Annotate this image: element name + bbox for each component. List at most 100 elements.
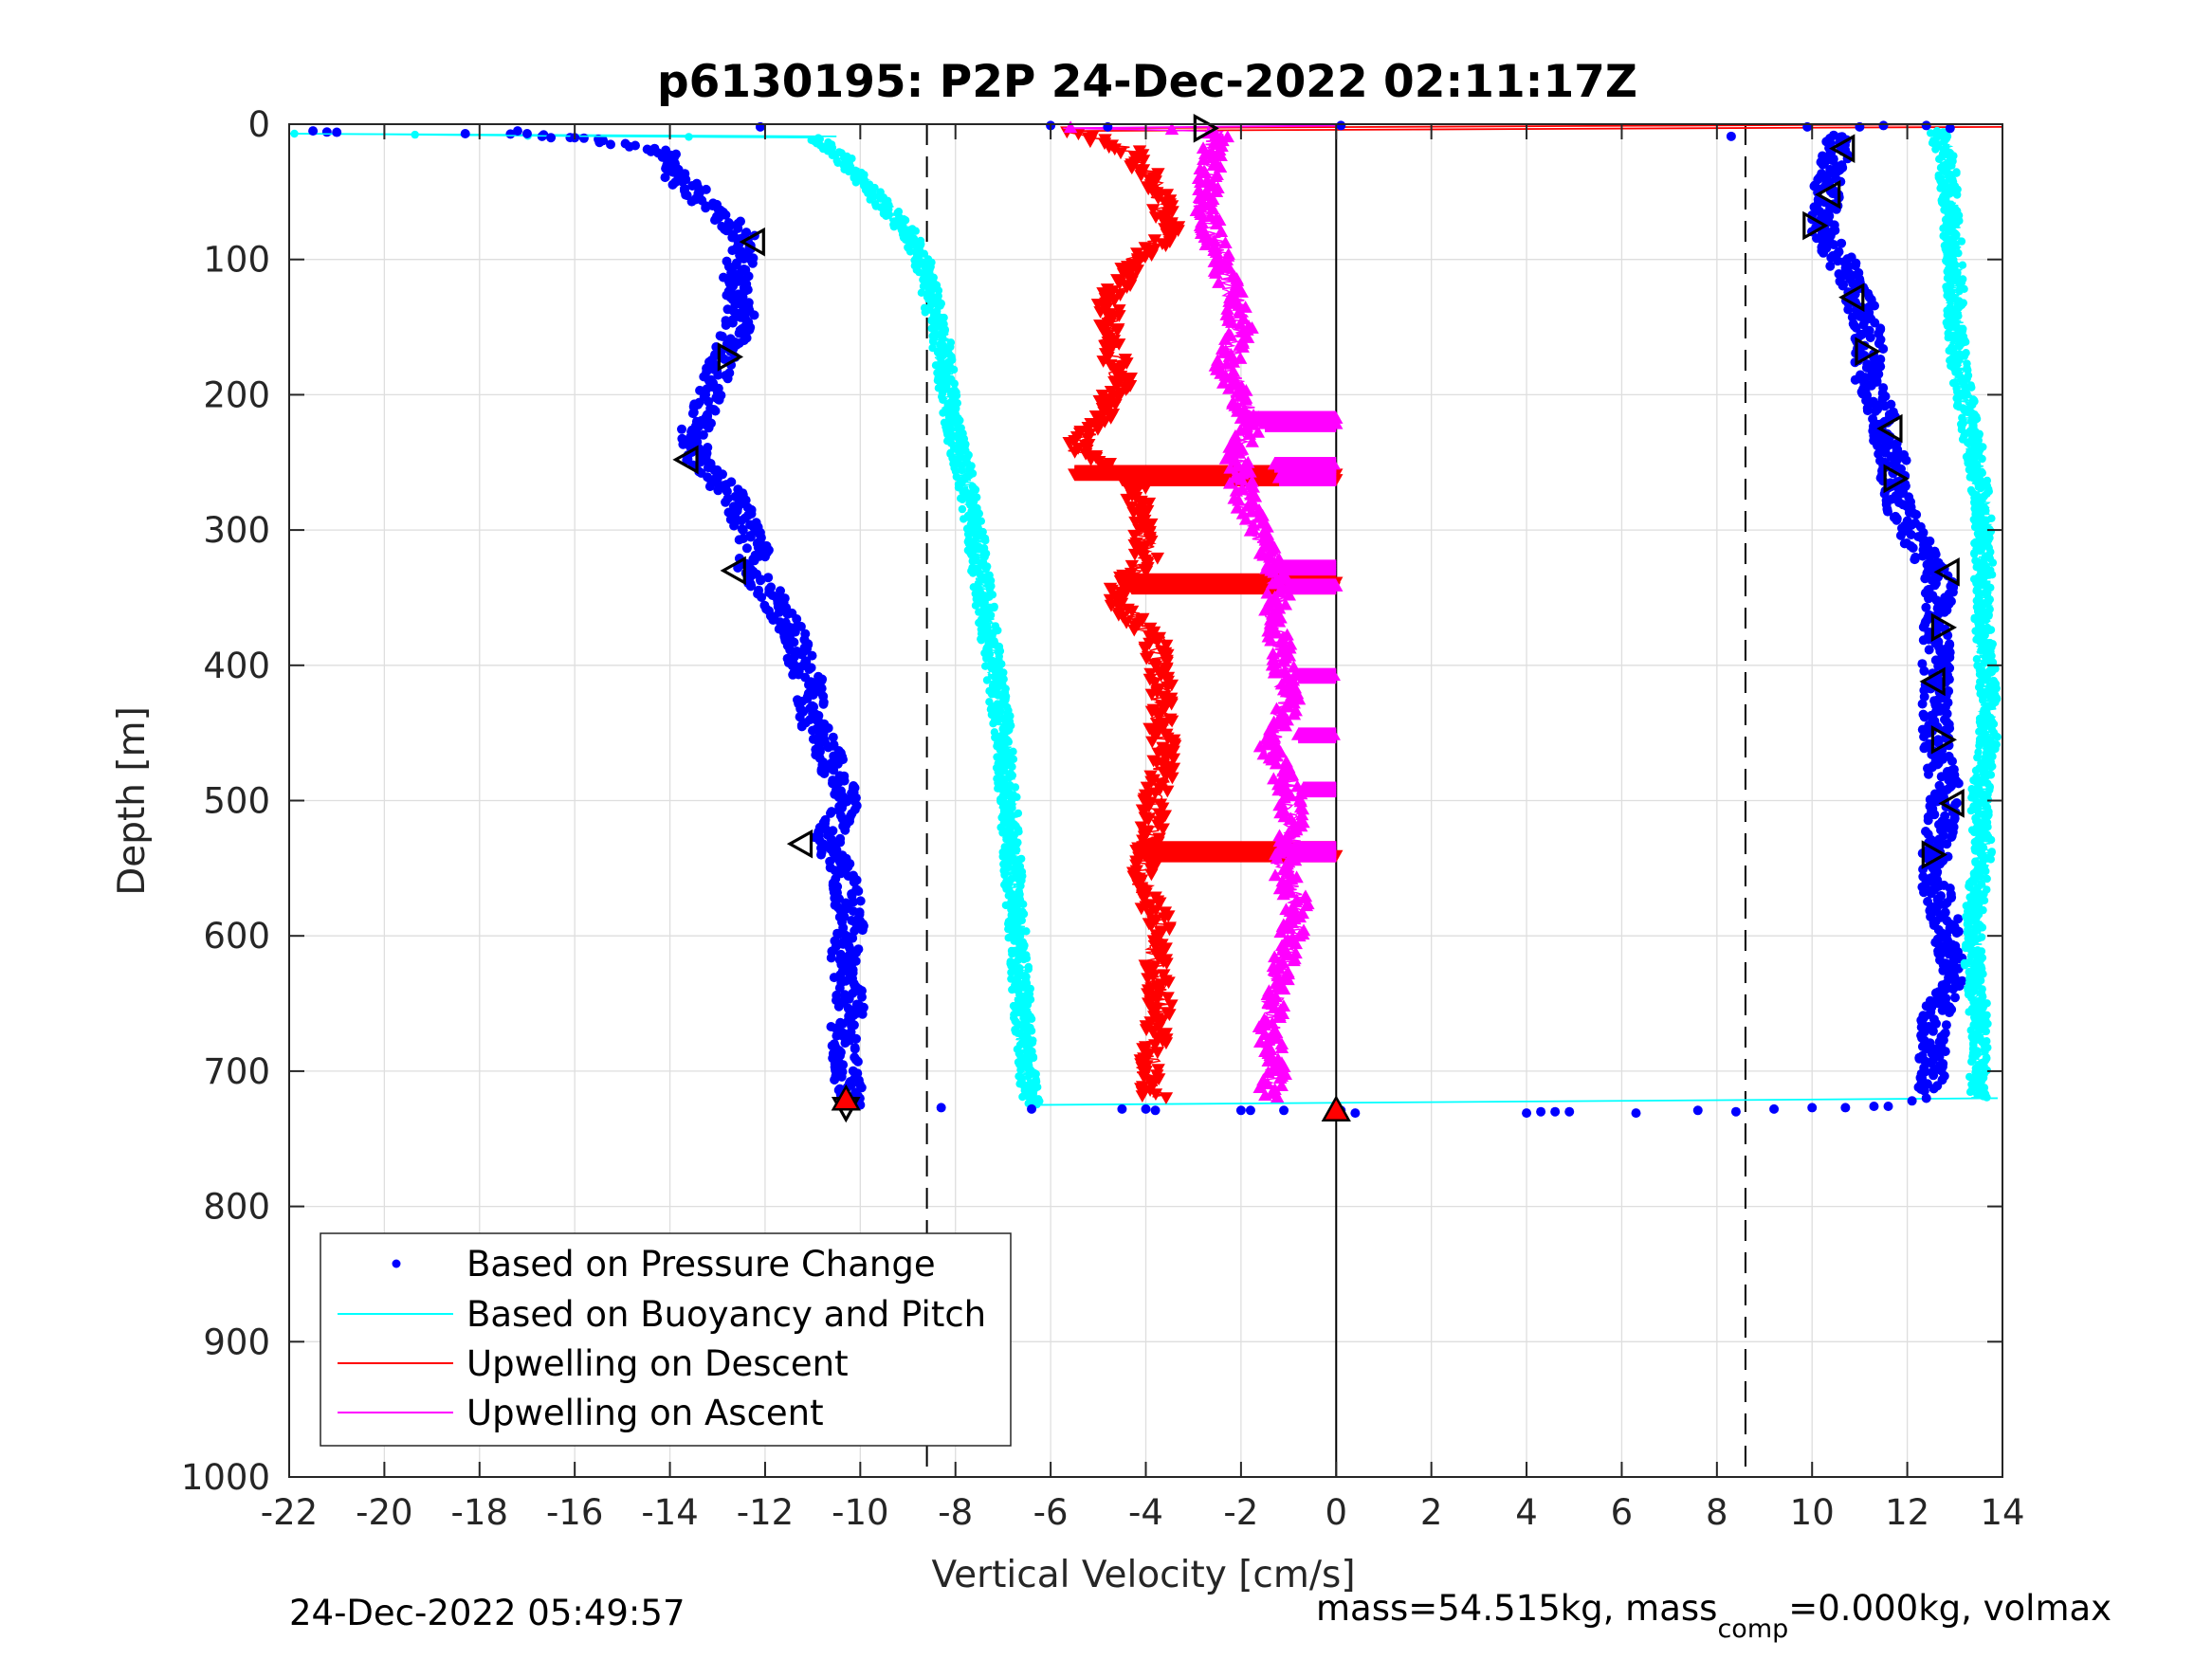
series-point-2-870 (1025, 1071, 1033, 1080)
series-point-1-494 (1919, 732, 1929, 742)
series-point-2-590 (994, 768, 1003, 776)
series-point-2-76 (882, 211, 890, 220)
series-point-0-631 (855, 896, 866, 906)
series-point-1-89 (1837, 238, 1847, 248)
series-point-0-16 (646, 146, 656, 156)
extra-pressure-point-25 (1279, 1105, 1289, 1116)
series-point-1-701 (1947, 984, 1958, 994)
series-point-1-478 (1919, 712, 1929, 722)
series-point-2-402 (981, 564, 991, 574)
series-point-1-226 (1862, 406, 1873, 416)
extra-pressure-point-1 (332, 127, 342, 137)
series-point-1-388 (1921, 602, 1931, 612)
extra-pressure-point-19 (1027, 1103, 1037, 1114)
x-tick-label-10: -2 (1223, 1492, 1258, 1533)
x-tick-label-2: -18 (451, 1492, 508, 1533)
extra-pressure-point-30 (1550, 1106, 1561, 1117)
series-point-3-832 (1982, 1027, 1990, 1036)
series-point-1-312 (1911, 509, 1922, 520)
legend-label-upwelling-descent: Upwelling on Descent (466, 1343, 849, 1384)
x-axis-label: Vertical Velocity [cm/s] (931, 1554, 1355, 1596)
series-point-0-108 (747, 258, 758, 268)
connecting-segment-1 (1032, 1097, 1998, 1106)
extra-pressure-point-24 (1245, 1105, 1255, 1116)
series-point-0-763 (852, 1056, 863, 1066)
series-point-0-220 (714, 394, 724, 405)
series-point-0-37 (660, 173, 670, 183)
footer-mass-sub: comp (1717, 1614, 1788, 1644)
series-point-1-143 (1843, 304, 1854, 315)
series-point-1-434 (1917, 659, 1928, 669)
series-point-0-524 (829, 765, 839, 775)
x-tick-label-1: -20 (356, 1492, 412, 1533)
series-point-0-396 (782, 609, 793, 619)
footer-mass-a: mass=54.515kg, mass (1316, 1588, 1717, 1629)
series-point-0-168 (717, 331, 727, 341)
series-point-1-721 (1945, 1008, 1954, 1018)
series-point-2-61 (866, 195, 874, 204)
series-point-2-545 (989, 720, 997, 728)
extra-pressure-point-31 (1564, 1106, 1575, 1117)
x-tick-label-18: 14 (1980, 1492, 2024, 1533)
extra-pressure-point-3 (512, 126, 522, 137)
x-tick-label-9: -4 (1128, 1492, 1163, 1533)
series-point-2-395 (968, 556, 977, 566)
series-point-3-771 (1961, 961, 1969, 970)
extra-pressure-point-5 (546, 133, 557, 143)
series-point-2-525 (985, 698, 994, 706)
series-point-1-623 (1926, 888, 1936, 899)
series-point-0-323 (729, 520, 740, 531)
series-point-2-109 (905, 247, 915, 256)
x-tick-label-7: -8 (938, 1492, 973, 1533)
series-point-2-468 (977, 636, 986, 645)
reference-lines (925, 124, 1746, 1477)
series-point-0-710 (857, 992, 867, 1002)
series-point-1-328 (1906, 530, 1916, 539)
series-point-1-267 (1901, 455, 1911, 465)
x-tick-label-16: 10 (1790, 1492, 1835, 1533)
series-point-2-192 (928, 337, 938, 346)
series-point-1-730 (1931, 1018, 1941, 1029)
series-point-0-703 (834, 983, 845, 994)
y-tick-label-0: 0 (247, 104, 270, 145)
x-tick-label-11: 0 (1325, 1492, 1348, 1533)
series-point-2-505 (982, 676, 992, 684)
series-point-2-231 (950, 379, 959, 388)
series-point-3-26 (1935, 155, 1944, 163)
series-point-0-748 (840, 1038, 850, 1048)
series-point-1-655 (1951, 928, 1962, 939)
series-point-1-124 (1837, 281, 1848, 291)
series-point-0-655 (857, 925, 868, 936)
series-point-1-108 (1825, 261, 1836, 271)
series-point-3-17 (1931, 145, 1940, 154)
series-point-1-440 (1919, 665, 1929, 676)
series-point-0-446 (788, 669, 798, 680)
series-point-1-381 (1924, 593, 1933, 604)
extra-pressure-point-36 (1807, 1103, 1818, 1113)
extra-pressure-point-32 (1631, 1108, 1641, 1119)
series-point-0-718 (833, 1001, 844, 1012)
series-point-0-295 (722, 486, 732, 497)
series-point-2-406 (968, 569, 978, 577)
series-point-0-694 (829, 973, 839, 983)
series-point-0-505 (823, 742, 833, 753)
series-point-1-223 (1879, 401, 1890, 411)
series-point-3-330 (1977, 483, 1985, 493)
series-point-0-778 (830, 1075, 840, 1085)
extra-pressure-point-39 (1883, 1102, 1893, 1112)
series-point-2-45 (851, 178, 860, 187)
extra-pressure-point-15 (1921, 120, 1931, 131)
series-point-0-72 (710, 215, 720, 226)
series-point-0-57 (686, 196, 697, 207)
series-point-2-0 (290, 129, 299, 138)
series-point-1-533 (1953, 778, 1964, 789)
series-point-2-518 (987, 690, 996, 699)
series-point-0-150 (749, 310, 759, 320)
series-point-1-349 (1910, 555, 1920, 565)
extra-pressure-point-37 (1840, 1103, 1851, 1113)
series-point-1-346 (1917, 551, 1928, 561)
series-point-1-107 (1850, 261, 1860, 271)
series-point-0-291 (704, 482, 715, 492)
series-point-0-368 (756, 575, 765, 586)
series-point-0-5 (578, 133, 589, 143)
